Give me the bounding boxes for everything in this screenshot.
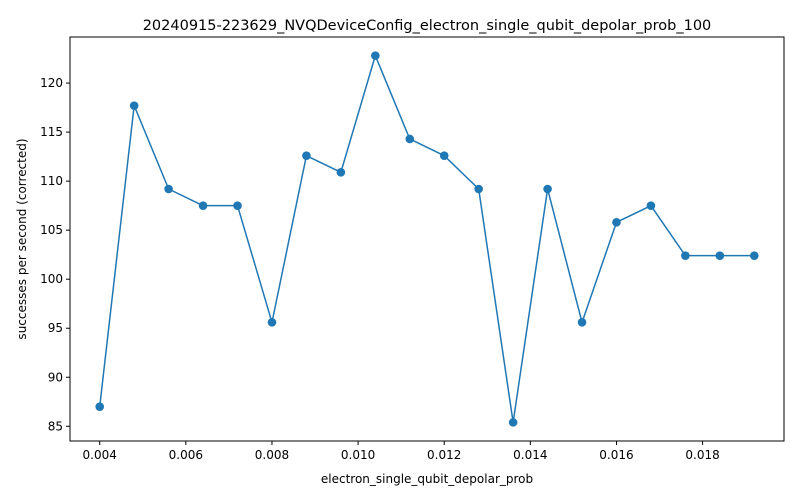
y-tick-label: 105 (40, 223, 63, 237)
data-point (681, 251, 690, 260)
chart-title: 20240915-223629_NVQDeviceConfig_electron… (143, 18, 712, 34)
x-axis-label: electron_single_qubit_depolar_prob (321, 472, 533, 486)
y-axis-label: successes per second (corrected) (15, 138, 29, 339)
x-tick-label: 0.018 (685, 448, 719, 462)
x-tick-label: 0.012 (427, 448, 461, 462)
data-point (405, 134, 415, 144)
data-point (198, 201, 208, 210)
y-tick-label: 110 (40, 174, 63, 188)
y-axis: 85 90 95 100 105 110 115 120 (40, 76, 70, 433)
data-point (439, 151, 449, 160)
data-point (508, 418, 518, 427)
series-line (98, 54, 755, 424)
y-tick-label: 115 (40, 125, 63, 139)
x-tick-label: 0.014 (513, 448, 547, 462)
data-point (129, 101, 139, 110)
x-tick-label: 0.006 (169, 448, 203, 462)
data-point (164, 184, 173, 194)
data-point (749, 251, 759, 260)
y-tick-label: 95 (48, 321, 63, 335)
data-point (95, 402, 105, 411)
data-point (577, 318, 587, 327)
plot-area (95, 51, 759, 427)
data-point (233, 201, 242, 210)
data-point (543, 184, 552, 194)
x-tick-label: 0.016 (599, 448, 633, 462)
x-tick-label: 0.008 (255, 448, 289, 462)
y-tick-label: 85 (48, 419, 63, 433)
data-point (474, 184, 483, 194)
y-tick-label: 120 (40, 76, 63, 90)
y-tick-label: 100 (40, 272, 63, 286)
x-axis: 0.004 0.006 0.008 0.010 0.012 0.014 0.016 0.018 (83, 441, 720, 462)
data-point (371, 51, 380, 60)
x-tick-label: 0.010 (341, 448, 375, 462)
data-point (336, 168, 346, 177)
data-point (715, 251, 725, 260)
x-tick-label: 0.004 (83, 448, 117, 462)
axes-frame (69, 36, 785, 442)
data-point (267, 318, 277, 327)
data-point (612, 218, 621, 227)
data-point (302, 151, 311, 160)
y-tick-label: 90 (48, 370, 63, 384)
data-point (646, 201, 656, 210)
